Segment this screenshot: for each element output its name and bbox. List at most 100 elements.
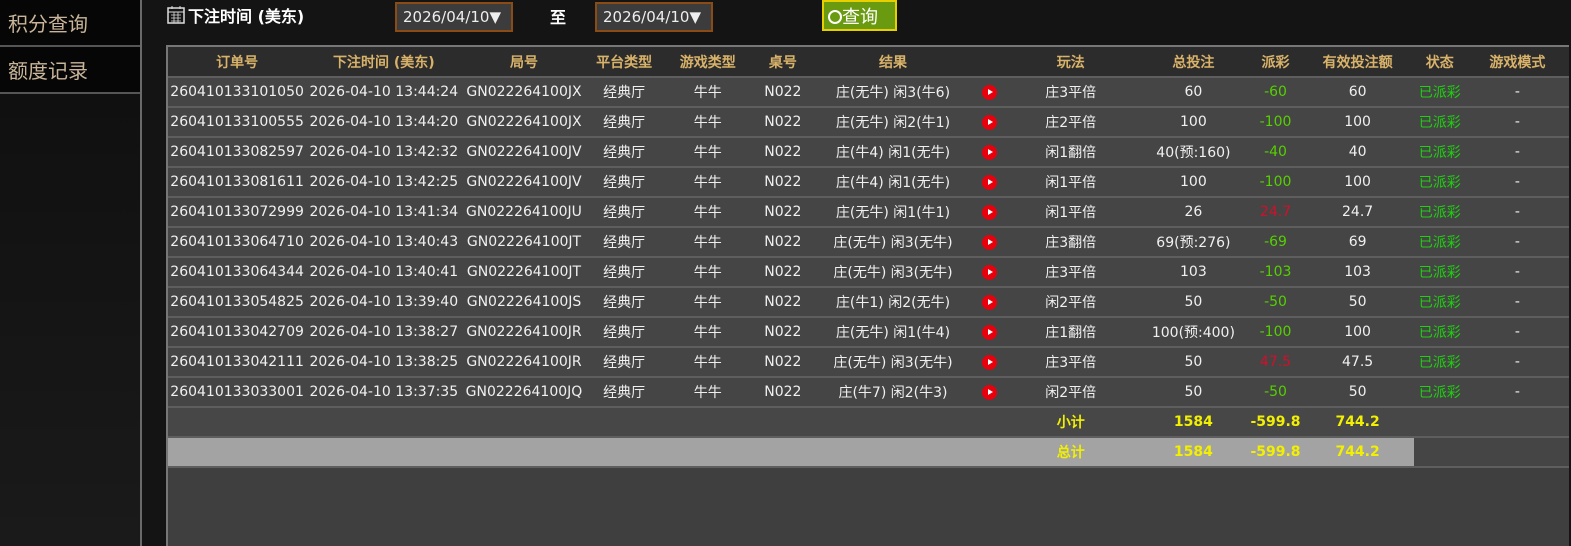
valid-bet-cell: 50 — [1301, 287, 1414, 318]
total-payout: -599.8 — [1249, 437, 1302, 468]
order-id-cell: 260410133072999 — [168, 197, 307, 228]
table-id-cell: N022 — [753, 197, 812, 228]
payout-cell: 24.7 — [1249, 197, 1302, 228]
payout-cell: -40 — [1249, 137, 1302, 168]
replay-cell — [974, 227, 1005, 258]
empty-cell — [168, 437, 1005, 468]
order-id-cell: 260410133081611 — [168, 167, 307, 198]
query-button[interactable]: 查询 — [822, 0, 897, 31]
play-type-cell: 庄2平倍 — [1004, 107, 1138, 138]
status-cell: 已派彩 — [1413, 257, 1466, 288]
platform-type-cell: 经典厅 — [586, 197, 662, 228]
payout-cell: -60 — [1249, 77, 1302, 108]
play-type-cell: 闲1平倍 — [1004, 167, 1138, 198]
play-video-icon[interactable] — [981, 354, 997, 370]
payout-cell: -69 — [1249, 227, 1302, 258]
platform-type-cell: 经典厅 — [586, 137, 662, 168]
round-id-cell: GN022264100JR — [461, 317, 587, 348]
total-bet-cell: 100(预:400) — [1137, 317, 1250, 348]
table-row: 260410133042111 2026-04-10 13:38:25 GN0222… — [168, 347, 1569, 378]
platform-type-cell: 经典厅 — [586, 347, 662, 378]
play-video-icon[interactable] — [981, 324, 997, 340]
end-date-select[interactable]: 2026/04/10▼ — [595, 2, 713, 32]
result-cell: 庄(无牛) 闲3(无牛) — [811, 347, 975, 378]
table-row: 260410133064344 2026-04-10 13:40:41 GN0222… — [168, 257, 1569, 288]
payout-cell: -100 — [1249, 167, 1302, 198]
filter-bar: 下注时间 (美东) 2026/04/10▼ 至 2026/04/10▼ 查询 — [166, 0, 1566, 40]
bet-time-cell: 2026-04-10 13:40:43 — [306, 227, 462, 258]
column-header: 平台类型 — [586, 47, 662, 78]
play-video-icon[interactable] — [981, 294, 997, 310]
payout-cell: -50 — [1249, 287, 1302, 318]
column-header: 下注时间 (美东) — [306, 47, 462, 78]
total-bet-cell: 103 — [1137, 257, 1250, 288]
result-cell: 庄(牛7) 闲2(牛3) — [811, 377, 975, 408]
game-mode-cell: - — [1465, 347, 1569, 378]
table-header-row: 订单号 下注时间 (美东) 局号 平台类型 游戏类型 桌号 结果 玩法 总投注 派彩 有效投注额 状态… — [168, 47, 1569, 78]
valid-bet-cell: 103 — [1301, 257, 1414, 288]
total-bet-cell: 26 — [1137, 197, 1250, 228]
replay-cell — [974, 197, 1005, 228]
play-type-cell: 庄1翻倍 — [1004, 317, 1138, 348]
game-type-cell: 牛牛 — [661, 377, 754, 408]
status-cell: 已派彩 — [1413, 107, 1466, 138]
result-cell: 庄(无牛) 闲2(牛1) — [811, 107, 975, 138]
total-bet-cell: 69(预:276) — [1137, 227, 1250, 258]
total-bet-cell: 60 — [1137, 77, 1250, 108]
replay-cell — [974, 377, 1005, 408]
game-type-cell: 牛牛 — [661, 197, 754, 228]
sidebar: 积分查询 额度记录 — [0, 0, 142, 546]
result-cell: 庄(牛4) 闲1(无牛) — [811, 137, 975, 168]
play-video-icon[interactable] — [981, 384, 997, 400]
play-video-icon[interactable] — [981, 174, 997, 190]
table-row: 260410133101050 2026-04-10 13:44:24 GN0222… — [168, 77, 1569, 108]
platform-type-cell: 经典厅 — [586, 167, 662, 198]
game-mode-cell: - — [1465, 107, 1569, 138]
total-bet-cell: 100 — [1137, 167, 1250, 198]
total-row: 总计 1584 -599.8 744.2 — [168, 437, 1569, 468]
table-row: 260410133082597 2026-04-10 13:42:32 GN0222… — [168, 137, 1569, 168]
bet-time-cell: 2026-04-10 13:40:41 — [306, 257, 462, 288]
play-type-cell: 庄3平倍 — [1004, 347, 1138, 378]
calendar-icon — [167, 6, 185, 24]
table-id-cell: N022 — [753, 347, 812, 378]
game-mode-cell: - — [1465, 197, 1569, 228]
play-video-icon[interactable] — [981, 264, 997, 280]
order-id-cell: 260410133100555 — [168, 107, 307, 138]
table-row: 260410133064710 2026-04-10 13:40:43 GN0222… — [168, 227, 1569, 258]
result-cell: 庄(无牛) 闲3(无牛) — [811, 257, 975, 288]
sidebar-item-credit-records[interactable]: 额度记录 — [0, 47, 140, 94]
play-video-icon[interactable] — [981, 234, 997, 250]
search-icon — [828, 10, 842, 24]
order-id-cell: 260410133101050 — [168, 77, 307, 108]
play-video-icon[interactable] — [981, 144, 997, 160]
play-type-cell: 庄3平倍 — [1004, 77, 1138, 108]
platform-type-cell: 经典厅 — [586, 227, 662, 258]
replay-cell — [974, 137, 1005, 168]
payout-cell: 47.5 — [1249, 347, 1302, 378]
bet-time-cell: 2026-04-10 13:42:25 — [306, 167, 462, 198]
status-cell: 已派彩 — [1413, 287, 1466, 318]
round-id-cell: GN022264100JT — [461, 227, 587, 258]
game-mode-cell: - — [1465, 317, 1569, 348]
column-header — [974, 47, 1005, 78]
total-bet-cell: 50 — [1137, 377, 1250, 408]
valid-bet-cell: 50 — [1301, 377, 1414, 408]
play-type-cell: 闲1翻倍 — [1004, 137, 1138, 168]
game-type-cell: 牛牛 — [661, 227, 754, 258]
round-id-cell: GN022264100JT — [461, 257, 587, 288]
play-video-icon[interactable] — [981, 84, 997, 100]
play-video-icon[interactable] — [981, 204, 997, 220]
column-header: 订单号 — [168, 47, 307, 78]
table-id-cell: N022 — [753, 377, 812, 408]
game-mode-cell: - — [1465, 377, 1569, 408]
subtotal-row: 小计 1584 -599.8 744.2 — [168, 407, 1569, 438]
status-cell: 已派彩 — [1413, 197, 1466, 228]
subtotal-label: 小计 — [1004, 407, 1138, 438]
game-type-cell: 牛牛 — [661, 287, 754, 318]
play-video-icon[interactable] — [981, 114, 997, 130]
start-date-select[interactable]: 2026/04/10▼ — [395, 2, 513, 32]
sidebar-item-points-query[interactable]: 积分查询 — [0, 0, 140, 47]
order-id-cell: 260410133064344 — [168, 257, 307, 288]
empty-cell — [168, 407, 1005, 438]
